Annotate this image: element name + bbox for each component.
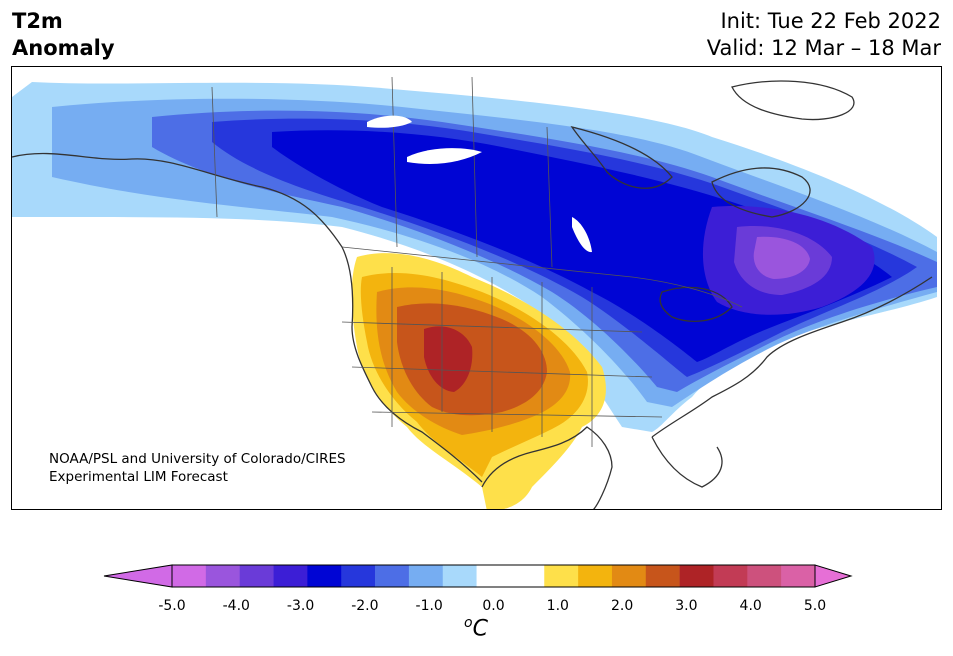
great-slave-lake (407, 148, 482, 164)
colorbar-segment (239, 565, 274, 587)
colorbar-segment (442, 565, 477, 587)
political-borders (211, 76, 743, 447)
great-bear-lake (367, 115, 412, 128)
coastlines (12, 80, 933, 509)
map-title: T2m Anomaly (12, 8, 115, 62)
valid-date: Valid: 12 Mar – 18 Mar (706, 36, 941, 60)
colorbar-tick-label: -3.0 (286, 598, 315, 614)
unit-degree: o (464, 615, 473, 631)
colorbar-tick-label: 4.0 (739, 598, 762, 614)
colorbar-segment (645, 565, 680, 587)
colorbar-segment (273, 565, 308, 587)
cold-field-8 (753, 236, 810, 279)
lake-winnipeg (572, 217, 592, 253)
colorbar-segment (679, 565, 714, 587)
init-date: Init: Tue 22 Feb 2022 (720, 9, 941, 33)
colorbar-tick-label: 2.0 (610, 598, 634, 614)
colorbar-tick-label: 1.0 (546, 598, 569, 614)
colorbar-segment (578, 565, 613, 587)
colorbar-under-arrow (103, 564, 173, 588)
anomaly-map (12, 76, 937, 509)
colorbar-tick-label: 3.0 (675, 598, 698, 614)
title-line-1: T2m (12, 9, 63, 33)
colorbar-tick-label: -4.0 (222, 598, 250, 614)
colorbar-segment (611, 565, 647, 587)
colorbar-segment (408, 565, 444, 587)
colorbar-segment (510, 565, 545, 587)
title-line-2: Anomaly (12, 36, 115, 60)
credit-text: NOAA/PSL and University of Colorado/CIRE… (49, 450, 346, 486)
colorbar-tick-label: -5.0 (158, 598, 186, 614)
colorbar-ticks: -5.0 -4.0 -3.0 -2.0 -1.0 0.0 1.0 2.0 3.0 4.0 5.0 (0, 598, 953, 618)
colorbar-unit: oC (464, 615, 488, 641)
colorbar-segment (375, 565, 410, 587)
colorbar-segment (544, 565, 579, 587)
unit-letter: C (472, 616, 488, 642)
colorbar-segment (713, 565, 748, 587)
colorbar-segment (307, 565, 342, 587)
colorbar-segment (781, 565, 816, 587)
colorbar-tick-label: 0.0 (482, 598, 505, 614)
colorbar-segment (172, 565, 207, 587)
warm-field-5 (424, 326, 473, 392)
colorbar-segment (205, 565, 240, 587)
colorbar (103, 564, 853, 588)
map-panel (11, 66, 942, 510)
colorbar-segments (172, 565, 816, 587)
colorbar-over-arrow (814, 564, 853, 588)
date-info: Init: Tue 22 Feb 2022 Valid: 12 Mar – 18… (707, 8, 941, 62)
colorbar-tick-label: -1.0 (415, 598, 443, 614)
colorbar-segment (341, 565, 376, 587)
credit-line-1: NOAA/PSL and University of Colorado/CIRE… (49, 451, 346, 467)
colorbar-segment (747, 565, 782, 587)
colorbar-outline (171, 564, 816, 588)
colorbar-segment (476, 565, 511, 587)
colorbar-tick-label: -2.0 (351, 598, 379, 614)
colorbar-tick-label: 5.0 (803, 598, 827, 614)
credit-line-2: Experimental LIM Forecast (49, 469, 228, 485)
